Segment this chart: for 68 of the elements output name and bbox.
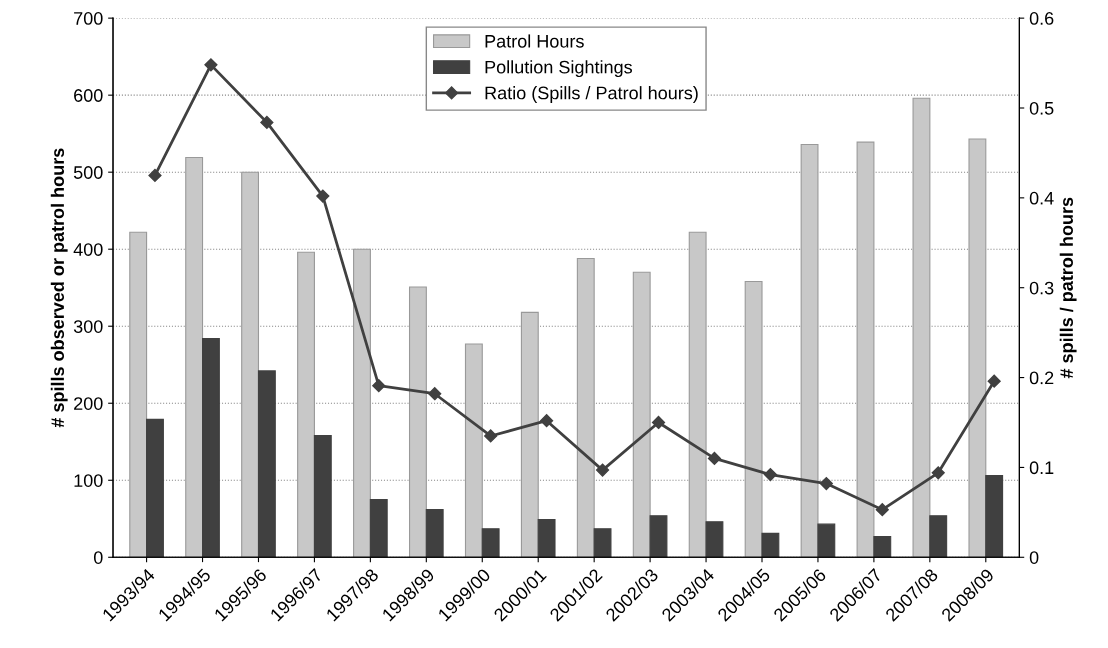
y-axis-title: # spills observed or patrol hours: [50, 148, 68, 428]
y2-tick-label: 0: [1029, 551, 1039, 564]
point: [931, 466, 945, 480]
y-tick-label: 700: [74, 12, 103, 25]
bar: [201, 337, 220, 558]
bar: [649, 515, 668, 558]
bar: [593, 528, 612, 558]
bar: [912, 97, 931, 558]
point: [763, 468, 777, 482]
bar: [464, 343, 483, 558]
point: [260, 115, 274, 129]
legend-label: Patrol Hours: [485, 34, 584, 48]
bar: [705, 521, 724, 558]
bar: [873, 535, 892, 558]
bar: [408, 286, 427, 558]
y-tick-label: 200: [74, 397, 103, 410]
point: [372, 379, 386, 393]
bar: [481, 528, 500, 558]
bar: [929, 515, 948, 558]
point: [148, 168, 162, 182]
y2-tick-label: 0.5: [1029, 101, 1054, 115]
point: [819, 477, 833, 491]
bar: [688, 231, 707, 558]
bar: [129, 231, 148, 558]
bar: [257, 370, 276, 558]
bar: [537, 518, 556, 558]
bar: [369, 498, 388, 558]
point: [707, 451, 722, 466]
y-tick-label: 600: [74, 89, 103, 102]
bar: [313, 435, 332, 558]
point: [540, 414, 554, 428]
y2-tick-label: 0.1: [1029, 461, 1054, 475]
y2-axis-title: # spills / patrol hours: [1059, 197, 1077, 379]
point: [651, 415, 666, 430]
y-tick-label: 500: [73, 166, 103, 179]
bar: [353, 248, 371, 558]
point: [987, 374, 1001, 388]
bar: [185, 156, 204, 558]
bar: [744, 280, 763, 558]
point: [316, 189, 330, 203]
y-tick-label: 400: [73, 243, 103, 256]
legend-label: Ratio (Spills / Patrol hours): [485, 86, 698, 103]
bar: [968, 138, 987, 558]
bar: [632, 271, 651, 558]
bar: [856, 141, 875, 558]
bar: [146, 418, 164, 558]
y2-tick-label: 0.2: [1029, 371, 1054, 385]
legend-label: Pollution Sightings: [485, 60, 632, 78]
bar: [817, 523, 836, 558]
bar: [520, 311, 539, 558]
point: [595, 463, 610, 477]
y2-tick-label: 0.3: [1029, 281, 1054, 295]
y-tick-label: 0: [93, 551, 103, 564]
y-tick-label: 100: [74, 474, 103, 487]
bar: [985, 475, 1004, 558]
point: [484, 429, 498, 443]
y-tick-label: 300: [73, 320, 103, 333]
bar: [297, 251, 315, 558]
y2-tick-label: 0.4: [1029, 191, 1054, 205]
point: [204, 58, 218, 72]
bar: [425, 508, 444, 558]
bar: [241, 171, 260, 558]
y2-tick-label: 0.6: [1029, 12, 1054, 25]
bar: [576, 257, 595, 558]
point: [428, 387, 442, 401]
point: [875, 503, 889, 517]
bar: [761, 532, 780, 558]
bar: [800, 143, 819, 558]
